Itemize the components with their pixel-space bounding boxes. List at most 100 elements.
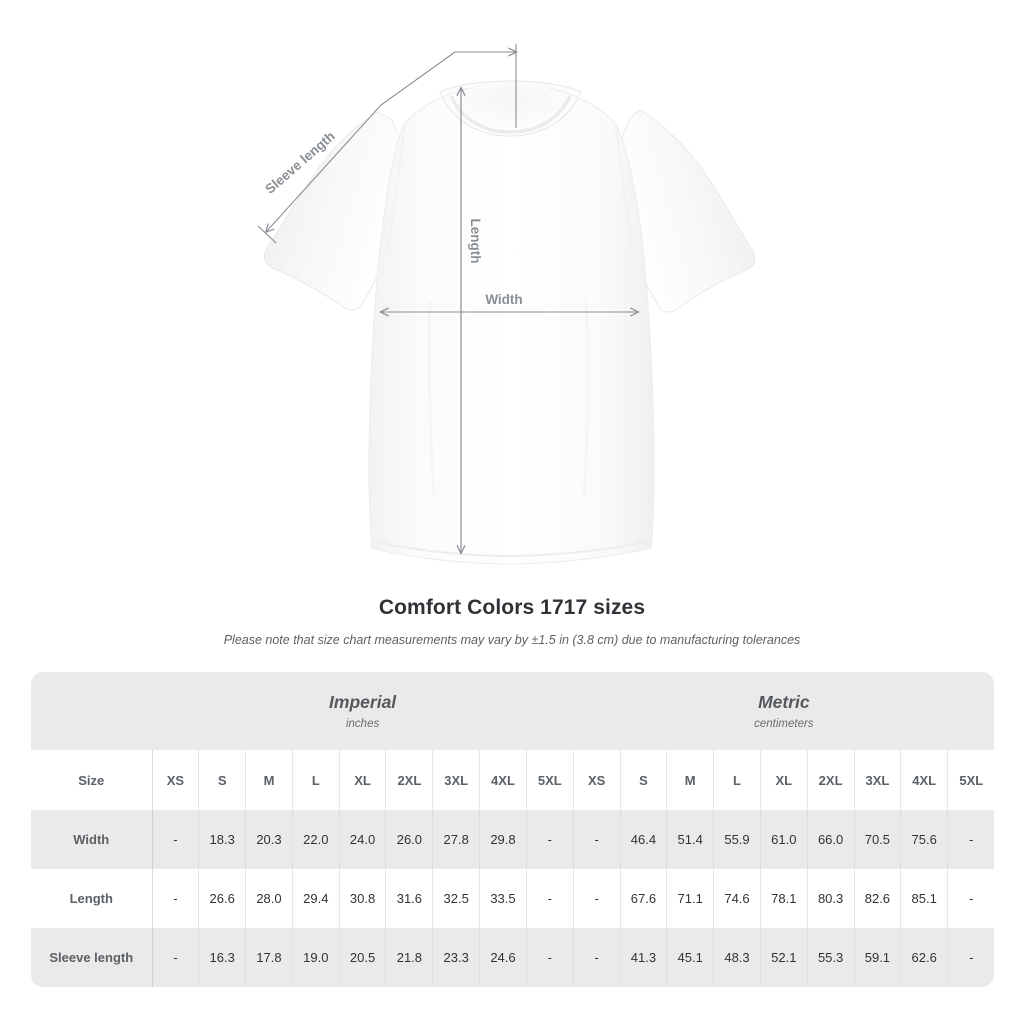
- cell-width-metric-XL: 61.0: [760, 810, 808, 869]
- cell-width-metric-3XL: 70.5: [854, 810, 902, 869]
- cell-length-metric-4XL: 85.1: [900, 869, 949, 928]
- cell-sleeve-length-metric-L: 48.3: [713, 928, 761, 987]
- size-header-XL: XL: [339, 750, 387, 810]
- cell-sleeve-length-imperial-3XL: 23.3: [432, 928, 481, 987]
- cell-width-imperial-4XL: 29.8: [479, 810, 527, 869]
- unit-banner-row: Imperial inches Metric centimeters: [31, 672, 995, 750]
- cell-width-metric-4XL: 75.6: [900, 810, 949, 869]
- cell-length-imperial-M: 28.0: [245, 869, 293, 928]
- size-header-3XL: 3XL: [854, 750, 902, 810]
- cell-sleeve-length-metric-5XL: -: [947, 928, 995, 987]
- cell-sleeve-length-imperial-2XL: 21.8: [385, 928, 434, 987]
- size-header-XS: XS: [152, 750, 200, 810]
- cell-sleeve-length-imperial-M: 17.8: [245, 928, 293, 987]
- cell-length-imperial-4XL: 33.5: [479, 869, 527, 928]
- unit-subtitle: centimeters: [754, 717, 814, 730]
- unit-banner-spacer: [31, 672, 152, 750]
- cell-length-metric-S: 67.6: [620, 869, 668, 928]
- size-header-XS: XS: [573, 750, 621, 810]
- garment-shape: [263, 80, 756, 565]
- size-corner-label: Size: [31, 750, 153, 810]
- size-header-2XL: 2XL: [807, 750, 855, 810]
- cell-sleeve-length-metric-M: 45.1: [666, 928, 715, 987]
- cell-sleeve-length-metric-4XL: 62.6: [900, 928, 949, 987]
- cell-length-imperial-L: 29.4: [292, 869, 340, 928]
- cell-width-metric-L: 55.9: [713, 810, 761, 869]
- cell-sleeve-length-metric-S: 41.3: [620, 928, 668, 987]
- cell-width-imperial-M: 20.3: [245, 810, 293, 869]
- size-header-4XL: 4XL: [900, 750, 949, 810]
- sleeve-length-dimension: [257, 44, 516, 244]
- cell-sleeve-length-imperial-XL: 20.5: [339, 928, 387, 987]
- product-diagram: Sleeve length Length Width: [257, 44, 756, 565]
- size-header-S: S: [198, 750, 247, 810]
- tshirt-illustration: Sleeve length Length Width: [257, 44, 756, 565]
- cell-length-metric-XL: 78.1: [760, 869, 808, 928]
- cell-length-metric-5XL: -: [947, 869, 995, 928]
- size-chart-table: Imperial inches Metric centimeters Size XS S M L…: [31, 672, 995, 987]
- cell-width-imperial-XS: -: [152, 810, 200, 869]
- size-header-L: L: [292, 750, 340, 810]
- table-row: Width -18.3 20.3 22.0 24.0 26.0 27.8 29.8- -46.4…: [31, 810, 995, 869]
- cell-length-imperial-XL: 30.8: [339, 869, 387, 928]
- row-label-sleeve-length: Sleeve length: [31, 928, 153, 987]
- size-header-4XL: 4XL: [479, 750, 527, 810]
- tolerance-note: Please note that size chart measurements…: [223, 633, 801, 647]
- row-label-length: Length: [31, 869, 153, 928]
- page-title: Comfort Colors 1717 sizes: [378, 596, 646, 619]
- cell-width-metric-M: 51.4: [666, 810, 715, 869]
- unit-header-imperial: Imperial inches: [152, 672, 574, 750]
- cell-sleeve-length-imperial-L: 19.0: [292, 928, 340, 987]
- unit-name: Metric: [758, 692, 810, 713]
- unit-name: Imperial: [329, 692, 397, 713]
- title-block: Comfort Colors 1717 sizes Please note th…: [0, 596, 1024, 647]
- cell-length-imperial-XS: -: [152, 869, 200, 928]
- cell-width-imperial-5XL: -: [526, 810, 574, 869]
- cell-length-metric-3XL: 82.6: [854, 869, 902, 928]
- cell-width-metric-S: 46.4: [620, 810, 668, 869]
- cell-length-imperial-5XL: -: [526, 869, 574, 928]
- measurement-annotations: [257, 44, 638, 553]
- cell-width-imperial-L: 22.0: [292, 810, 340, 869]
- cell-width-metric-2XL: 66.0: [807, 810, 855, 869]
- cell-length-imperial-3XL: 32.5: [432, 869, 481, 928]
- cell-sleeve-length-imperial-S: 16.3: [198, 928, 247, 987]
- cell-sleeve-length-imperial-5XL: -: [526, 928, 574, 987]
- unit-subtitle: inches: [345, 717, 380, 730]
- cell-length-metric-M: 71.1: [666, 869, 715, 928]
- cell-sleeve-length-metric-3XL: 59.1: [854, 928, 902, 987]
- cell-sleeve-length-imperial-XS: -: [152, 928, 200, 987]
- cell-sleeve-length-imperial-4XL: 24.6: [479, 928, 527, 987]
- cell-length-imperial-2XL: 31.6: [385, 869, 434, 928]
- cell-length-metric-L: 74.6: [713, 869, 761, 928]
- size-header-5XL: 5XL: [526, 750, 574, 810]
- cell-length-imperial-S: 26.6: [198, 869, 247, 928]
- cell-width-metric-5XL: -: [947, 810, 995, 869]
- row-label-width: Width: [31, 810, 153, 869]
- size-header-2XL: 2XL: [385, 750, 434, 810]
- width-label: Width: [485, 292, 522, 307]
- size-header-3XL: 3XL: [432, 750, 481, 810]
- cell-sleeve-length-metric-XS: -: [573, 928, 621, 987]
- size-header-row: Size XS S M L XL 2XL 3XL 4XL 5XL XS S M L XL 2XL 3XL 4XL 5…: [31, 750, 995, 810]
- cell-length-metric-XS: -: [573, 869, 621, 928]
- table-row: Sleeve length -16.3 17.8 19.0 20.5 21.8 23.3 24…: [31, 928, 995, 987]
- cell-width-metric-XS: -: [573, 810, 621, 869]
- size-header-5XL: 5XL: [947, 750, 995, 810]
- cell-width-imperial-2XL: 26.0: [385, 810, 434, 869]
- size-chart-table-container: Imperial inches Metric centimeters Size XS S M L…: [31, 672, 995, 987]
- cell-width-imperial-XL: 24.0: [339, 810, 387, 869]
- size-header-XL: XL: [760, 750, 808, 810]
- cell-sleeve-length-metric-XL: 52.1: [760, 928, 808, 987]
- cell-width-imperial-S: 18.3: [198, 810, 247, 869]
- size-header-L: L: [713, 750, 761, 810]
- length-label: Length: [468, 219, 483, 264]
- cell-width-imperial-3XL: 27.8: [432, 810, 481, 869]
- unit-header-metric: Metric centimeters: [573, 672, 995, 750]
- cell-length-metric-2XL: 80.3: [807, 869, 855, 928]
- size-header-M: M: [245, 750, 293, 810]
- cell-sleeve-length-metric-2XL: 55.3: [807, 928, 855, 987]
- size-header-M: M: [666, 750, 715, 810]
- table-row: Length -26.6 28.0 29.4 30.8 31.6 32.5 33.5- -67.…: [31, 869, 995, 928]
- size-header-S: S: [620, 750, 668, 810]
